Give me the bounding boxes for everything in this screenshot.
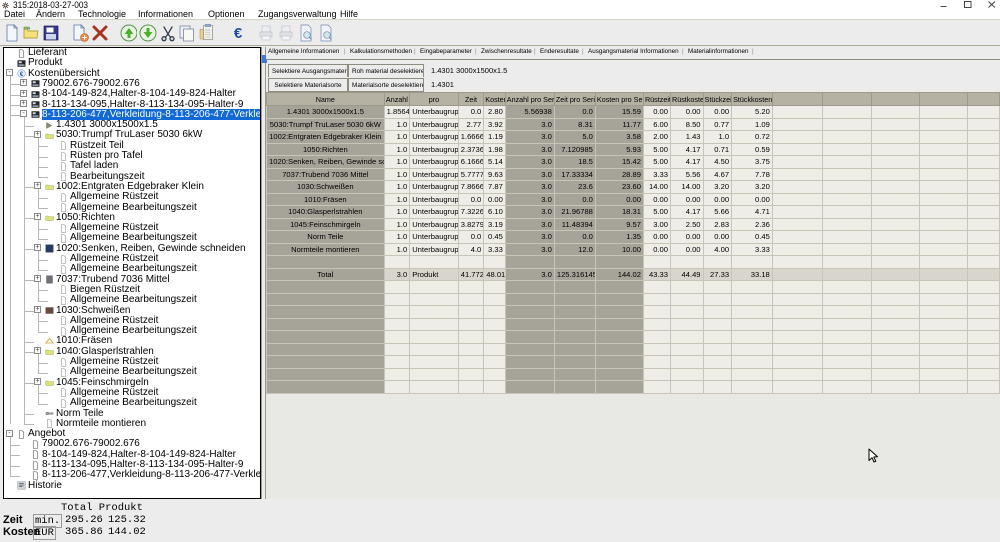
svg-text:€: € — [234, 25, 243, 42]
